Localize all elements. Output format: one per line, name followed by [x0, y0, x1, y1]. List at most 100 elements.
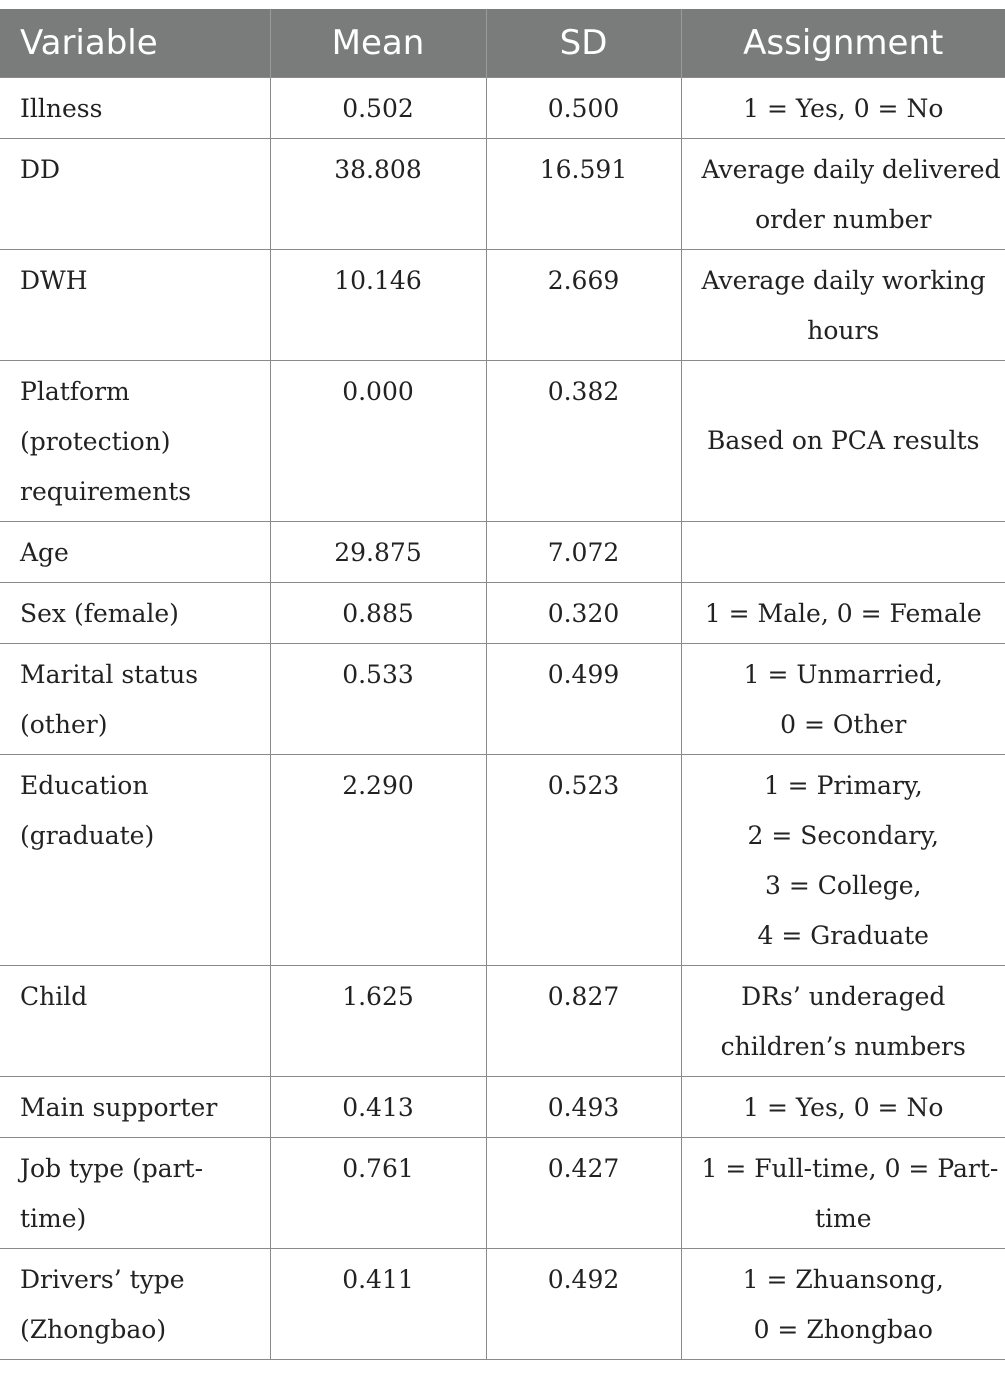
sd-cell: 2.669	[485, 248, 682, 361]
assignment-line: children’s numbers	[720, 1031, 966, 1061]
assignment-line: 3 = College,	[765, 870, 922, 900]
assignment-line: time	[814, 1203, 872, 1233]
sd-cell: 0.493	[485, 1075, 682, 1138]
header-sd: SD	[485, 9, 681, 77]
variable-line: (other)	[20, 709, 108, 739]
assignment-line: 1 = Yes, 0 = No	[743, 93, 944, 123]
mean-cell: 0.502	[269, 76, 487, 139]
table-row: Drivers’ type (Zhongbao) 0.411 0.492 1 =…	[0, 1247, 1005, 1360]
table-row: Illness 0.502 0.500 1 = Yes, 0 = No	[0, 76, 1005, 139]
variable-line: requirements	[20, 476, 192, 506]
variable-cell: DWH	[0, 248, 271, 361]
mean-cell: 38.808	[269, 137, 487, 250]
table-row: Marital status (other) 0.533 0.499 1 = U…	[0, 642, 1005, 755]
sd-cell: 7.072	[485, 520, 682, 583]
sd-cell: 0.827	[485, 964, 682, 1077]
assignment-line: Average daily working	[701, 265, 986, 295]
assignment-cell: 1 = Primary, 2 = Secondary, 3 = College,…	[680, 753, 1005, 966]
mean-cell: 0.000	[269, 359, 487, 522]
mean-cell: 0.411	[269, 1247, 487, 1360]
assignment-cell: 1 = Zhuansong, 0 = Zhongbao	[680, 1247, 1005, 1360]
assignment-line: 2 = Secondary,	[747, 820, 939, 850]
table-row: DWH 10.146 2.669 Average daily working h…	[0, 248, 1005, 361]
assignment-cell	[680, 520, 1005, 583]
variable-cell: Marital status (other)	[0, 642, 271, 755]
table-row: Platform (protection) requirements 0.000…	[0, 359, 1005, 522]
variable-cell: Platform (protection) requirements	[0, 359, 271, 522]
assignment-cell: Average daily working hours	[680, 248, 1005, 361]
assignment-cell: DRs’ underaged children’s numbers	[680, 964, 1005, 1077]
assignment-line: 1 = Full-time, 0 = Part-	[701, 1153, 999, 1183]
header-mean: Mean	[269, 9, 486, 77]
variable-cell: Job type (part- time)	[0, 1136, 271, 1249]
variable-line: Marital status	[20, 659, 199, 689]
table-row: Education (graduate) 2.290 0.523 1 = Pri…	[0, 753, 1005, 966]
assignment-line: 0 = Zhongbao	[753, 1314, 933, 1344]
table-row: Sex (female) 0.885 0.320 1 = Male, 0 = F…	[0, 581, 1005, 644]
assignment-line: DRs’ underaged	[741, 981, 946, 1011]
assignment-line: 1 = Primary,	[763, 770, 923, 800]
mean-cell: 0.885	[269, 581, 487, 644]
assignment-line: 1 = Male, 0 = Female	[704, 598, 982, 628]
assignment-line: 4 = Graduate	[757, 920, 929, 950]
variable-line: (protection)	[20, 426, 171, 456]
variable-line: Job type (part-	[20, 1153, 204, 1183]
header-row: Variable Mean SD Assignment	[0, 9, 1005, 77]
variable-cell: Drivers’ type (Zhongbao)	[0, 1247, 271, 1360]
variable-line: Education	[20, 770, 149, 800]
table-row: DD 38.808 16.591 Average daily delivered…	[0, 137, 1005, 250]
variable-line: Platform	[20, 376, 130, 406]
table-row: Job type (part- time) 0.761 0.427 1 = Fu…	[0, 1136, 1005, 1249]
variable-line: Main supporter	[20, 1092, 218, 1122]
table-header: Variable Mean SD Assignment	[0, 9, 1005, 77]
assignment-cell: 1 = Unmarried, 0 = Other	[680, 642, 1005, 755]
sd-cell: 0.320	[485, 581, 682, 644]
table-row: Child 1.625 0.827 DRs’ underaged childre…	[0, 964, 1005, 1077]
assignment-line: 1 = Unmarried,	[743, 659, 943, 689]
variable-line: Illness	[20, 93, 103, 123]
variable-line: DD	[20, 154, 61, 184]
assignment-line: Based on PCA results	[707, 425, 980, 455]
sd-cell: 0.500	[485, 76, 682, 139]
mean-cell: 29.875	[269, 520, 487, 583]
assignment-line: 1 = Zhuansong,	[742, 1264, 944, 1294]
sd-cell: 0.492	[485, 1247, 682, 1360]
assignment-cell: Based on PCA results	[680, 359, 1005, 522]
variable-line: Child	[20, 981, 88, 1011]
variable-cell: DD	[0, 137, 271, 250]
table-body: Illness 0.502 0.500 1 = Yes, 0 = No DD 3…	[0, 76, 1005, 1360]
mean-cell: 0.761	[269, 1136, 487, 1249]
variable-cell: Sex (female)	[0, 581, 271, 644]
header-variable: Variable	[0, 9, 270, 77]
assignment-cell: Average daily delivered order number	[680, 137, 1005, 250]
header-assignment: Assignment	[680, 9, 1005, 77]
sd-cell: 0.382	[485, 359, 682, 522]
variable-line: time)	[20, 1203, 87, 1233]
variable-line: (Zhongbao)	[20, 1314, 167, 1344]
variable-cell: Main supporter	[0, 1075, 271, 1138]
table-row: Main supporter 0.413 0.493 1 = Yes, 0 = …	[0, 1075, 1005, 1138]
assignment-line: Average daily delivered	[701, 154, 1001, 184]
variables-table: Variable Mean SD Assignment Illness 0.50…	[0, 9, 1005, 1360]
assignment-cell: 1 = Yes, 0 = No	[680, 1075, 1005, 1138]
assignment-cell: 1 = Full-time, 0 = Part- time	[680, 1136, 1005, 1249]
mean-cell: 1.625	[269, 964, 487, 1077]
assignment-cell: 1 = Male, 0 = Female	[680, 581, 1005, 644]
sd-cell: 0.427	[485, 1136, 682, 1249]
variable-line: (graduate)	[20, 820, 155, 850]
variable-cell: Child	[0, 964, 271, 1077]
sd-cell: 0.523	[485, 753, 682, 966]
sd-cell: 0.499	[485, 642, 682, 755]
variable-cell: Education (graduate)	[0, 753, 271, 966]
variable-cell: Illness	[0, 76, 271, 139]
assignment-line: 0 = Other	[780, 709, 907, 739]
mean-cell: 10.146	[269, 248, 487, 361]
variable-line: Age	[20, 537, 69, 567]
variable-line: DWH	[20, 265, 88, 295]
assignment-line: hours	[807, 315, 880, 345]
assignment-line: 1 = Yes, 0 = No	[743, 1092, 944, 1122]
mean-cell: 2.290	[269, 753, 487, 966]
assignment-line: order number	[755, 204, 932, 234]
mean-cell: 0.533	[269, 642, 487, 755]
mean-cell: 0.413	[269, 1075, 487, 1138]
